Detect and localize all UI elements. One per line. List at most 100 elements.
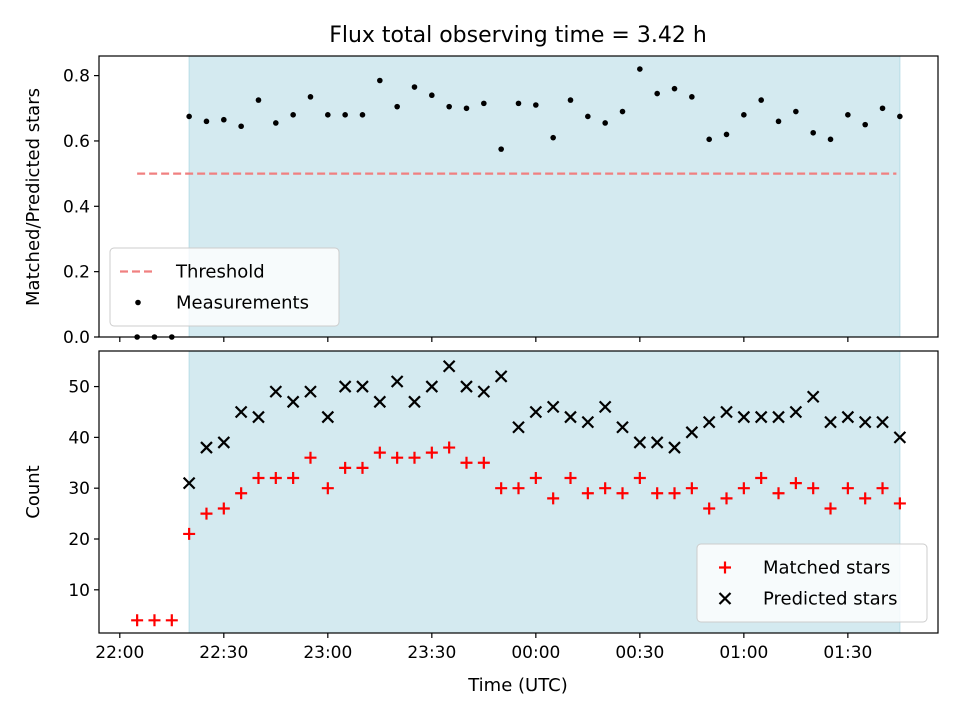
data-point (325, 112, 331, 118)
data-point (841, 482, 854, 495)
data-point (637, 66, 643, 72)
data-point (685, 482, 698, 495)
y-tick-label: 0.8 (63, 67, 90, 87)
series-1 (131, 441, 906, 627)
data-point (807, 482, 820, 495)
legend: Matched stars Predicted stars (696, 543, 928, 623)
x-tick-label: 23:00 (303, 643, 352, 663)
data-point (494, 370, 508, 383)
data-point (772, 410, 785, 424)
x-tick-label: 22:30 (199, 643, 248, 663)
data-point (810, 129, 816, 136)
data-point (477, 385, 491, 398)
data-point (793, 108, 799, 115)
y-tick-label: 0.2 (63, 263, 90, 283)
data-point (411, 84, 418, 90)
data-point (512, 482, 525, 495)
data-point (425, 446, 438, 459)
series-2 (182, 359, 907, 490)
axes-frame (98, 55, 939, 338)
data-point (824, 502, 837, 515)
data-point (685, 426, 699, 439)
data-point (567, 97, 574, 103)
data-point (585, 113, 591, 120)
data-point (827, 136, 834, 143)
top-panel: 0.0 0.2 0.4 0.6 0.8 Matched/Predicted stars Th… (23, 55, 939, 348)
data-point (862, 121, 868, 128)
data-point (720, 492, 733, 505)
data-point (758, 97, 764, 103)
data-point (515, 100, 522, 107)
data-point (273, 120, 279, 126)
data-point (654, 90, 660, 97)
data-point (217, 436, 231, 449)
data-point (425, 380, 439, 393)
data-point (741, 112, 747, 118)
data-point (598, 400, 612, 414)
axes-frame (98, 350, 939, 634)
data-point (737, 482, 750, 495)
data-point (512, 420, 525, 434)
x-axis-label: Time (UTC) (467, 675, 568, 696)
chart-title: Flux total observing time = 3.42 h (329, 23, 707, 48)
y-tick-label: 40 (68, 428, 90, 448)
data-point (668, 487, 681, 500)
data-point (702, 415, 716, 429)
data-point (373, 395, 387, 409)
data-point (671, 85, 678, 92)
data-point (529, 472, 542, 485)
data-point (390, 375, 404, 388)
data-point (650, 436, 664, 449)
data-point (772, 487, 785, 500)
data-point (876, 482, 889, 495)
bottom-panel: 10 20 30 40 50 22:00 22:30 23:00 23:30 00:00 00:30… (23, 350, 939, 663)
data-point (203, 118, 210, 125)
data-point (221, 116, 227, 123)
data-point (460, 456, 473, 469)
x-tick-label: 00:00 (511, 643, 560, 663)
data-point (564, 472, 577, 485)
legend-label: Matched stars (763, 558, 890, 579)
data-point (897, 113, 903, 120)
data-point (429, 92, 435, 99)
data-point (529, 405, 543, 419)
y-tick-label: 50 (68, 378, 90, 398)
data-point (633, 472, 646, 485)
data-point (806, 390, 820, 404)
data-point (255, 97, 262, 103)
data-point (356, 380, 369, 393)
data-point (737, 410, 751, 424)
data-point (356, 461, 369, 474)
x-tick-label: 22:00 (95, 643, 144, 663)
data-point (408, 395, 421, 409)
data-point (703, 502, 716, 515)
legend-dot-swatch (135, 299, 141, 306)
data-point (234, 405, 248, 419)
data-point (546, 400, 560, 414)
data-point (286, 395, 300, 409)
data-point (460, 380, 473, 393)
data-point (307, 94, 314, 100)
legend-box (109, 247, 340, 327)
legend-label: Measurements (176, 293, 309, 314)
data-point (789, 405, 803, 419)
y-tick-label: 0.4 (63, 197, 90, 217)
data-point (165, 614, 178, 627)
data-point (858, 415, 872, 429)
data-point (394, 103, 400, 110)
data-point (581, 487, 594, 500)
data-point (651, 487, 664, 500)
legend: Threshold Measurements (109, 247, 340, 327)
data-point (477, 456, 490, 469)
data-point (252, 472, 265, 485)
data-point (148, 614, 161, 627)
data-point (131, 614, 144, 627)
data-point (481, 100, 487, 107)
legend-plus-swatch (719, 561, 731, 574)
data-point (550, 134, 556, 141)
data-point (442, 359, 456, 373)
x-tick-label: 00:30 (615, 643, 664, 663)
y-tick-label: 30 (68, 479, 90, 499)
data-point (391, 451, 404, 464)
x-tick-label: 01:30 (823, 643, 872, 663)
